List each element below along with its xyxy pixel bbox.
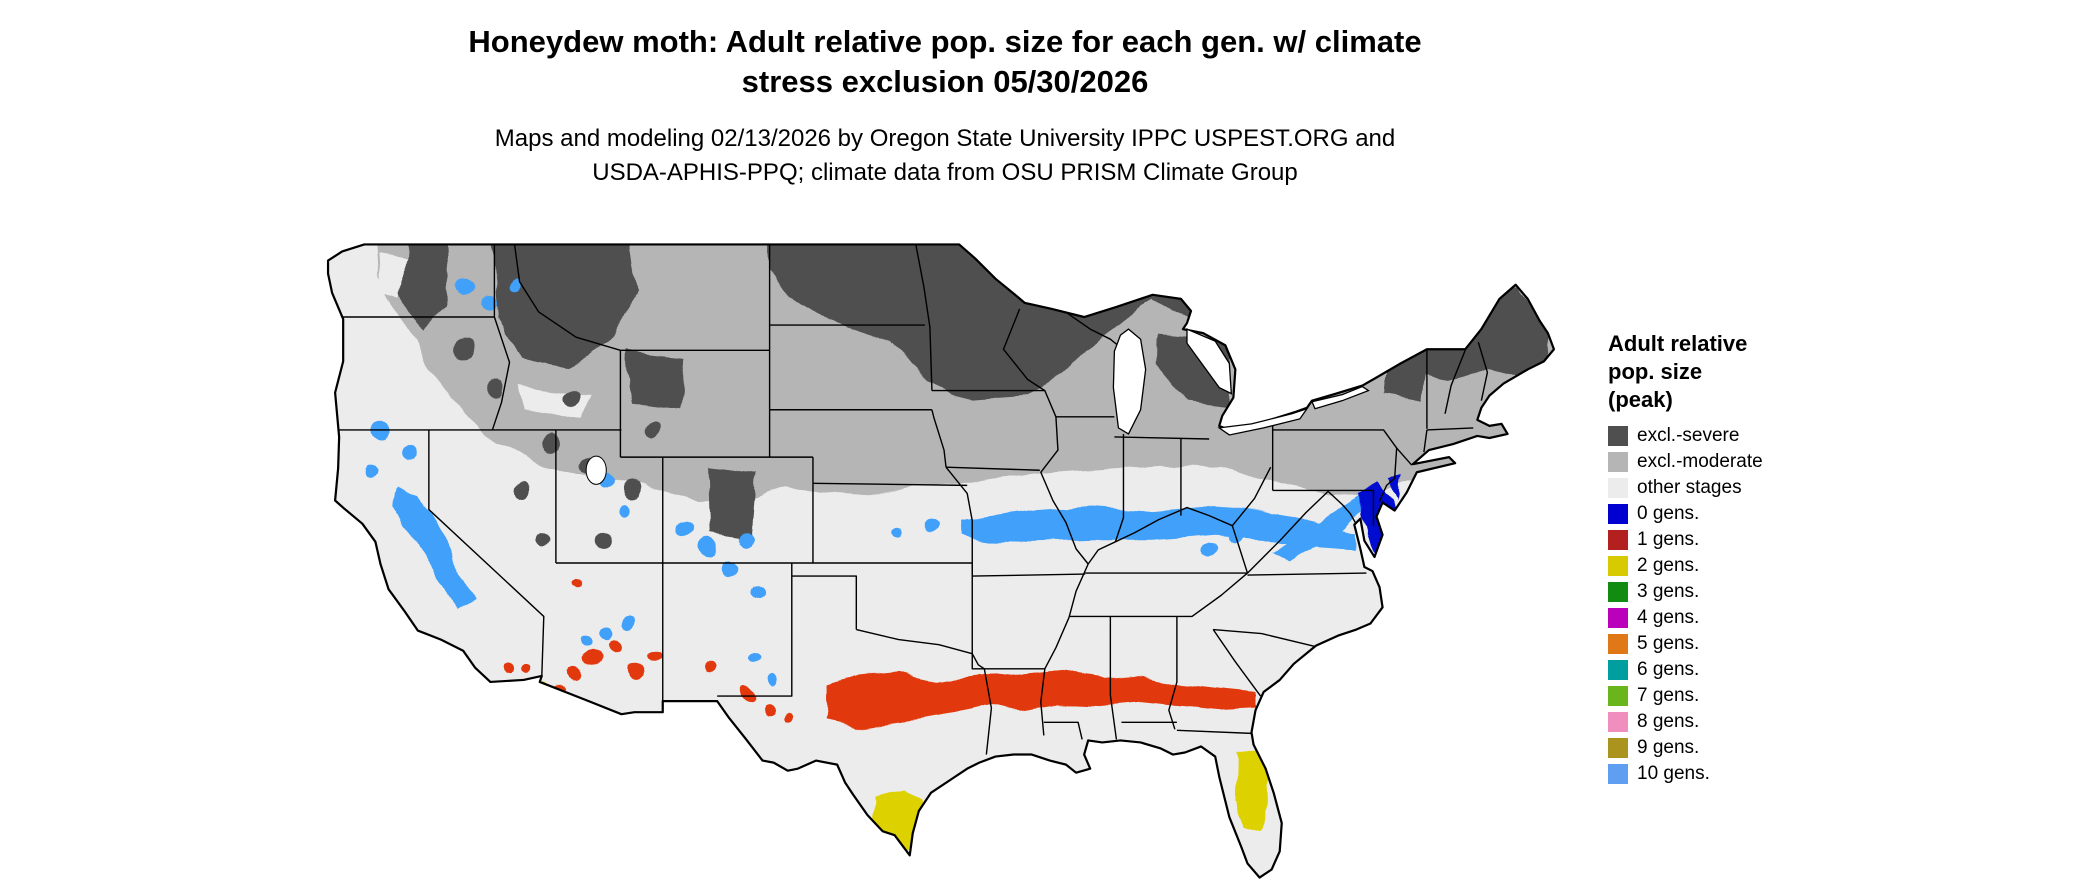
legend-items: excl.-severe excl.-moderate other stages…: [1608, 423, 1918, 787]
legend-item: 7 gens.: [1608, 683, 1918, 709]
legend-item: 6 gens.: [1608, 657, 1918, 683]
page-title: Honeydew moth: Adult relative pop. size …: [0, 22, 1890, 102]
map-container: [322, 236, 1562, 892]
legend-title-line3: (peak): [1608, 387, 1673, 412]
lake-erie: [1217, 407, 1309, 436]
legend-item-label: 10 gens.: [1637, 763, 1710, 784]
us-outline: [326, 243, 1556, 879]
map-fill-regions: [328, 244, 1554, 878]
legend-item-label: 7 gens.: [1637, 685, 1700, 706]
page-subtitle: Maps and modeling 02/13/2026 by Oregon S…: [0, 122, 1890, 190]
us-map: [326, 243, 1556, 879]
map-legend: Adult relative pop. size (peak) excl.-se…: [1608, 330, 1918, 787]
legend-swatch: [1608, 426, 1628, 446]
legend-item: 1 gens.: [1608, 527, 1918, 553]
great-salt-lake: [585, 455, 607, 485]
legend-swatch: [1608, 608, 1628, 628]
legend-item-label: 9 gens.: [1637, 737, 1700, 758]
legend-item: 4 gens.: [1608, 605, 1918, 631]
legend-item: 9 gens.: [1608, 735, 1918, 761]
lake-ontario: [1311, 385, 1370, 410]
subtitle-line2: USDA-APHIS-PPQ; climate data from OSU PR…: [592, 159, 1298, 186]
great-lakes: [585, 328, 1370, 485]
legend-swatch: [1608, 478, 1628, 498]
legend-item: 3 gens.: [1608, 579, 1918, 605]
legend-item: 5 gens.: [1608, 631, 1918, 657]
legend-swatch: [1608, 582, 1628, 602]
legend-swatch: [1608, 530, 1628, 550]
legend-item-label: 0 gens.: [1637, 503, 1700, 524]
legend-item: 2 gens.: [1608, 553, 1918, 579]
subtitle-line1: Maps and modeling 02/13/2026 by Oregon S…: [494, 125, 1396, 152]
legend-item: excl.-moderate: [1608, 449, 1918, 475]
legend-item: other stages: [1608, 475, 1918, 501]
title-line1: Honeydew moth: Adult relative pop. size …: [468, 24, 1422, 59]
legend-swatch: [1608, 712, 1628, 732]
legend-item: excl.-severe: [1608, 423, 1918, 449]
legend-item-label: 5 gens.: [1637, 633, 1700, 654]
legend-item-label: 2 gens.: [1637, 555, 1700, 576]
legend-title: Adult relative pop. size (peak): [1608, 330, 1918, 414]
legend-title-line1: Adult relative: [1608, 331, 1748, 356]
legend-item: 0 gens.: [1608, 501, 1918, 527]
legend-swatch: [1608, 686, 1628, 706]
lake-michigan: [1112, 328, 1147, 435]
legend-item-label: excl.-moderate: [1637, 451, 1763, 472]
legend-swatch: [1608, 660, 1628, 680]
legend-item-label: 8 gens.: [1637, 711, 1700, 732]
legend-item-label: 4 gens.: [1637, 607, 1700, 628]
legend-title-line2: pop. size: [1608, 359, 1703, 384]
legend-item: 10 gens.: [1608, 761, 1918, 787]
legend-item: 8 gens.: [1608, 709, 1918, 735]
legend-swatch: [1608, 764, 1628, 784]
legend-swatch: [1608, 452, 1628, 472]
legend-swatch: [1608, 556, 1628, 576]
legend-swatch: [1608, 504, 1628, 524]
legend-swatch: [1608, 738, 1628, 758]
legend-item-label: 1 gens.: [1637, 529, 1700, 550]
legend-swatch: [1608, 634, 1628, 654]
legend-item-label: other stages: [1637, 477, 1742, 498]
legend-item-label: 6 gens.: [1637, 659, 1700, 680]
lake-huron: [1186, 328, 1233, 395]
state-borders: [337, 244, 1489, 755]
legend-item-label: excl.-severe: [1637, 425, 1740, 446]
title-line2: stress exclusion 05/30/2026: [741, 64, 1149, 99]
legend-item-label: 3 gens.: [1637, 581, 1700, 602]
